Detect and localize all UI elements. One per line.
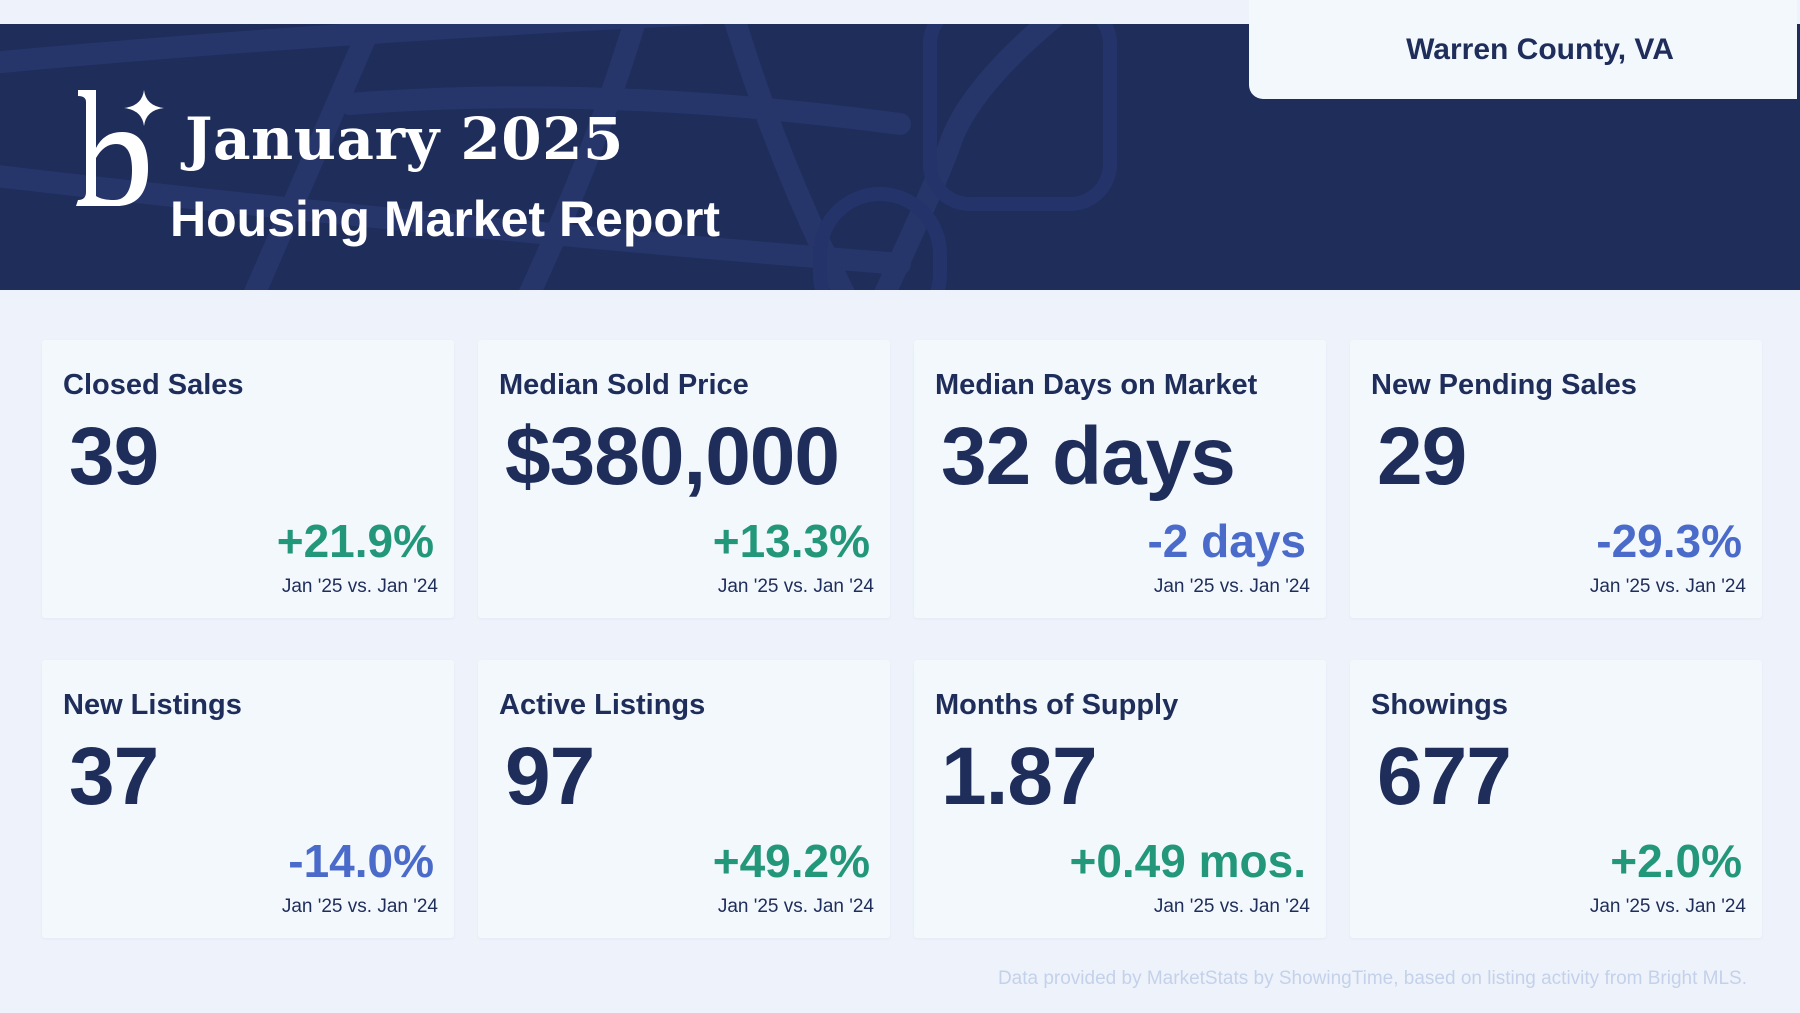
stat-comparison: Jan '25 vs. Jan '24: [281, 896, 438, 917]
stat-card-new-listings: New Listings 37 -14.0% Jan '25 vs. Jan '…: [42, 660, 454, 938]
stat-comparison: Jan '25 vs. Jan '24: [717, 576, 874, 597]
data-source-footnote: Data provided by MarketStats by ShowingT…: [997, 968, 1747, 989]
location-label: Warren County, VA: [1406, 32, 1674, 66]
location-badge: Warren County, VA: [1249, 0, 1797, 99]
stat-card-showings: Showings 677 +2.0% Jan '25 vs. Jan '24: [1350, 660, 1762, 938]
stat-label: Months of Supply: [935, 689, 1179, 721]
stat-card-months-of-supply: Months of Supply 1.87 +0.49 mos. Jan '25…: [914, 660, 1326, 938]
stat-value: 97: [505, 731, 595, 822]
stat-change: +13.3%: [712, 515, 870, 567]
stat-card-new-pending-sales: New Pending Sales 29 -29.3% Jan '25 vs. …: [1350, 340, 1762, 618]
stat-change: +2.0%: [1610, 835, 1742, 887]
stat-card-closed-sales: Closed Sales 39 +21.9% Jan '25 vs. Jan '…: [42, 340, 454, 618]
stat-label: Closed Sales: [63, 369, 244, 401]
stat-change: -29.3%: [1596, 515, 1742, 567]
stat-change: -14.0%: [288, 835, 434, 887]
stat-label: Active Listings: [499, 689, 706, 721]
map-streets-background: [0, 24, 1117, 290]
stat-change: +21.9%: [276, 515, 434, 567]
stat-comparison: Jan '25 vs. Jan '24: [1589, 896, 1746, 917]
stat-label: Showings: [1371, 689, 1508, 721]
stat-change: +0.49 mos.: [1069, 835, 1306, 887]
stat-label: New Pending Sales: [1371, 369, 1637, 401]
stat-change: -2 days: [1147, 515, 1306, 567]
stat-card-active-listings: Active Listings 97 +49.2% Jan '25 vs. Ja…: [478, 660, 890, 938]
report-subtitle: Housing Market Report: [170, 191, 721, 247]
stat-value: 37: [69, 731, 159, 822]
stat-comparison: Jan '25 vs. Jan '24: [1153, 576, 1310, 597]
stat-label: Median Days on Market: [935, 369, 1258, 401]
stat-value: 29: [1377, 411, 1467, 502]
stat-change: +49.2%: [712, 835, 870, 887]
stat-comparison: Jan '25 vs. Jan '24: [1589, 576, 1746, 597]
brand-logo-icon: [76, 90, 164, 206]
stat-value: 677: [1377, 731, 1512, 822]
stat-comparison: Jan '25 vs. Jan '24: [281, 576, 438, 597]
stat-value: 39: [69, 411, 159, 502]
stat-value: $380,000: [505, 411, 840, 502]
stat-card-median-sold-price: Median Sold Price $380,000 +13.3% Jan '2…: [478, 340, 890, 618]
stat-card-median-days-on-market: Median Days on Market 32 days -2 days Ja…: [914, 340, 1326, 618]
stat-comparison: Jan '25 vs. Jan '24: [1153, 896, 1310, 917]
report-title: January 2025: [185, 105, 624, 173]
stat-value: 32 days: [941, 411, 1236, 502]
stat-label: New Listings: [63, 689, 242, 721]
stat-label: Median Sold Price: [499, 369, 749, 401]
stat-value: 1.87: [941, 731, 1098, 822]
stat-comparison: Jan '25 vs. Jan '24: [717, 896, 874, 917]
